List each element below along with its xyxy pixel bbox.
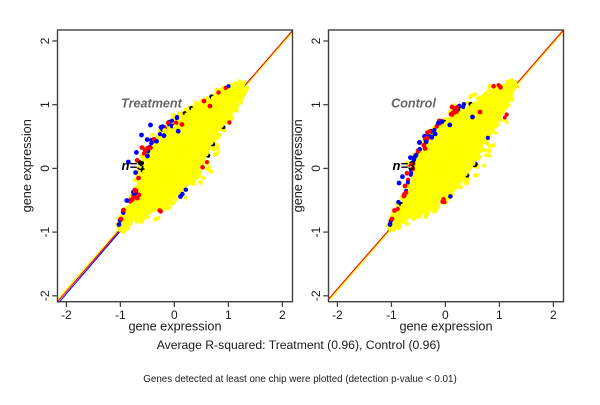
svg-text:1: 1 xyxy=(309,101,323,108)
svg-text:-1: -1 xyxy=(38,226,52,237)
svg-text:0: 0 xyxy=(442,308,449,322)
svg-text:2: 2 xyxy=(550,308,557,322)
svg-text:Genes detected at least one ch: Genes detected at least one chip were pl… xyxy=(143,374,456,385)
svg-text:0: 0 xyxy=(171,308,178,322)
svg-text:2: 2 xyxy=(279,308,286,322)
svg-text:gene expression: gene expression xyxy=(399,320,492,334)
svg-text:Control: Control xyxy=(391,97,436,111)
svg-text:2: 2 xyxy=(309,37,323,44)
svg-text:gene expression: gene expression xyxy=(20,119,34,212)
svg-text:Average R-squared: Treatment (: Average R-squared: Treatment (0.96), Con… xyxy=(157,338,441,352)
svg-text:Treatment: Treatment xyxy=(121,97,182,111)
svg-text:n=3: n=3 xyxy=(122,158,146,173)
svg-text:-2: -2 xyxy=(38,290,52,301)
svg-text:-1: -1 xyxy=(386,308,397,322)
svg-text:0: 0 xyxy=(309,165,323,172)
svg-text:-2: -2 xyxy=(332,308,343,322)
svg-text:-2: -2 xyxy=(309,290,323,301)
svg-text:1: 1 xyxy=(38,101,52,108)
svg-text:-1: -1 xyxy=(115,308,126,322)
svg-text:gene expression: gene expression xyxy=(128,320,221,334)
svg-text:0: 0 xyxy=(38,165,52,172)
svg-text:1: 1 xyxy=(496,308,503,322)
svg-text:-2: -2 xyxy=(61,308,72,322)
svg-text:gene expression: gene expression xyxy=(291,119,305,212)
svg-text:-1: -1 xyxy=(309,226,323,237)
svg-text:n=3: n=3 xyxy=(393,158,417,173)
svg-text:2: 2 xyxy=(38,37,52,44)
svg-text:1: 1 xyxy=(225,308,232,322)
